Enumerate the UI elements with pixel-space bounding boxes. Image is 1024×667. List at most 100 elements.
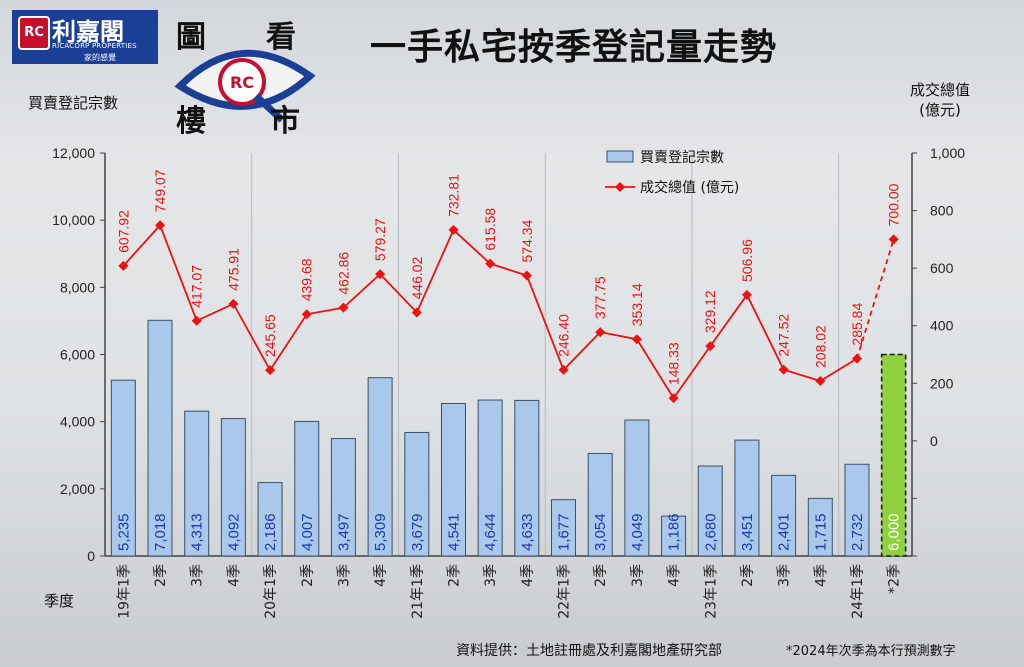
x-tick-label: 2季 xyxy=(593,564,609,587)
line-value-label: 579.27 xyxy=(372,218,388,261)
x-tick-label: 3季 xyxy=(630,564,646,587)
x-tick-label: 2季 xyxy=(300,564,316,587)
line-point xyxy=(631,334,642,345)
bar-value-label: 5,309 xyxy=(372,513,389,551)
source-note: 資料提供：土地註冊處及利嘉閣地產研究部 xyxy=(456,643,722,659)
line-point xyxy=(485,258,496,269)
brand-emblem: RC xyxy=(18,16,50,50)
x-tick-label: 4季 xyxy=(667,564,683,587)
line-value-label: 607.92 xyxy=(115,210,131,253)
y-tick-label: 8,000 xyxy=(60,279,95,295)
line-point xyxy=(338,302,349,313)
y-tick-label: 2,000 xyxy=(60,481,95,497)
bar xyxy=(587,452,613,557)
x-tick-label: 23年1季 xyxy=(703,564,719,619)
brand-english: RICACORP PROPERTIES xyxy=(52,42,137,50)
bar-value-label: 2,732 xyxy=(849,513,866,551)
bar-value-label: 3,679 xyxy=(409,513,426,551)
y2-tick-label: 200 xyxy=(930,375,954,391)
bar-value-label: 2,680 xyxy=(702,513,719,551)
x-tick-label: 2季 xyxy=(153,564,169,587)
bar-value-label: 4,049 xyxy=(629,513,646,551)
line-value-label: 506.96 xyxy=(739,239,755,282)
bar-value-label: 4,007 xyxy=(299,513,316,551)
bar xyxy=(367,377,393,557)
line-point xyxy=(521,270,532,281)
x-axis-title: 季度 xyxy=(44,592,74,610)
line-point xyxy=(815,375,826,386)
bar xyxy=(257,482,283,557)
bar xyxy=(404,431,430,557)
x-tick-label: 4季 xyxy=(226,564,242,587)
bar-value-label: 6,000 xyxy=(886,513,903,551)
line-point xyxy=(851,353,862,364)
bar-value-label: 4,313 xyxy=(189,513,206,551)
bar xyxy=(514,399,540,557)
bar-value-label: 3,054 xyxy=(592,513,609,551)
line-value-label: 574.34 xyxy=(519,219,535,262)
y-tick-label: 10,000 xyxy=(52,212,95,228)
line-value-label: 246.40 xyxy=(556,314,572,357)
line-point xyxy=(191,315,202,326)
bar-value-label: 2,186 xyxy=(262,513,279,551)
y-tick-label: 4,000 xyxy=(60,414,95,430)
line-point xyxy=(411,307,422,318)
line-point xyxy=(558,364,569,375)
y2-axis-title-line1: 成交總值 xyxy=(909,81,970,99)
title-char-2: 看 xyxy=(266,20,296,55)
line-value-label: 245.65 xyxy=(262,314,278,357)
bar xyxy=(551,499,577,557)
bar-value-label: 4,633 xyxy=(519,513,536,551)
bar-value-label: 3,497 xyxy=(335,513,352,551)
y2-tick-label: 0 xyxy=(930,433,938,449)
y2-axis-title: 成交總值 (億元) xyxy=(900,80,980,120)
line-point xyxy=(595,327,606,338)
bar-value-label: 3,451 xyxy=(739,513,756,551)
line-point xyxy=(228,298,239,309)
bar xyxy=(220,418,246,557)
y2-tick-label: 600 xyxy=(930,260,954,276)
line-point xyxy=(778,364,789,375)
line-point xyxy=(668,393,679,404)
bar xyxy=(807,497,833,557)
brand-logo: RC 利嘉閣 RICACORP PROPERTIES 家的感覺 xyxy=(12,10,158,64)
x-tick-label: 3季 xyxy=(190,564,206,587)
bar xyxy=(661,515,687,557)
bar xyxy=(440,402,466,557)
line-value-label: 439.68 xyxy=(299,258,315,301)
title-char-3: 樓 xyxy=(176,104,206,139)
line-point xyxy=(155,220,166,231)
bar xyxy=(734,439,760,557)
line-value-label: 462.86 xyxy=(335,252,351,295)
line-value-label: 475.91 xyxy=(225,248,241,291)
bar xyxy=(844,463,870,557)
bar xyxy=(330,438,356,557)
line-value-label: 285.84 xyxy=(849,303,865,346)
x-tick-label: *2季 xyxy=(887,564,903,594)
line-value-label: 247.52 xyxy=(776,314,792,357)
x-tick-label: 3季 xyxy=(777,564,793,587)
line-point xyxy=(118,260,129,271)
brand-slogan: 家的感覺 xyxy=(84,53,116,62)
legend-label-line: 成交總值 (億元) xyxy=(640,179,739,196)
y-tick-label: 12,000 xyxy=(52,145,95,161)
bar-value-label: 5,235 xyxy=(115,513,132,551)
x-tick-label: 4季 xyxy=(373,564,389,587)
bar-value-label: 2,401 xyxy=(776,513,793,551)
line-point xyxy=(705,341,716,352)
line-value-label: 615.58 xyxy=(482,208,498,251)
bar-value-label: 4,541 xyxy=(445,513,462,551)
svg-text:RC: RC xyxy=(230,73,254,92)
bar-value-label: 4,092 xyxy=(225,513,242,551)
line-point xyxy=(265,365,276,376)
line-value-label: 446.02 xyxy=(409,256,425,299)
y-tick-label: 0 xyxy=(87,548,95,564)
legend-label-bar: 買賣登記宗數 xyxy=(640,149,724,166)
line-value-label: 353.14 xyxy=(629,283,645,326)
y-tick-label: 6,000 xyxy=(60,347,95,363)
bar-value-label: 7,018 xyxy=(152,513,169,551)
line-point xyxy=(375,269,386,280)
x-tick-label: 22年1季 xyxy=(557,564,573,619)
bar xyxy=(880,353,907,557)
prediction-note: *2024年次季為本行預測數字 xyxy=(786,644,956,659)
